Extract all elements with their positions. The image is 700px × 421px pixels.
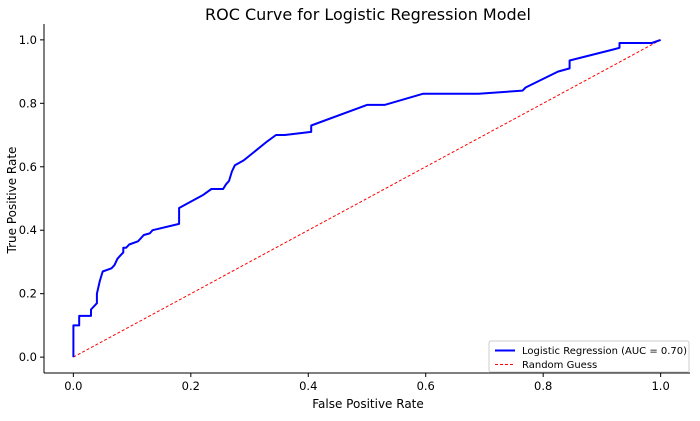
chart-title: ROC Curve for Logistic Regression Model [205, 5, 531, 24]
roc-curve-line [72, 38, 661, 358]
x-tick-label: 0.2 [182, 379, 200, 393]
y-tick-label: 1.0 [19, 33, 37, 47]
legend: Logistic Regression (AUC = 0.70) Random … [488, 340, 690, 373]
x-ticks: 0.0 0.2 0.4 0.6 0.8 1.0 [64, 373, 670, 393]
y-axis-label: True Positive Rate [5, 147, 19, 255]
y-tick-label: 0.2 [19, 287, 37, 301]
y-tick-label: 0.6 [19, 160, 37, 174]
x-tick-label: 0.0 [64, 379, 82, 393]
x-tick-label: 1.0 [651, 379, 669, 393]
y-ticks: 0.0 0.2 0.4 0.6 0.8 1.0 [19, 33, 44, 364]
series-layer [72, 38, 661, 358]
y-tick-label: 0.0 [19, 350, 37, 364]
legend-box [488, 340, 690, 373]
legend-label-logistic-regression: Logistic Regression (AUC = 0.70) [522, 346, 687, 357]
y-tick-label: 0.8 [19, 96, 37, 110]
x-tick-label: 0.8 [534, 379, 552, 393]
random-guess-line [73, 39, 661, 358]
x-tick-label: 0.4 [299, 379, 317, 393]
x-axis-label: False Positive Rate [312, 397, 424, 411]
x-tick-label: 0.6 [417, 379, 435, 393]
legend-label-random-guess: Random Guess [522, 360, 597, 371]
plot-axes [43, 24, 690, 374]
y-tick-label: 0.4 [19, 223, 37, 237]
